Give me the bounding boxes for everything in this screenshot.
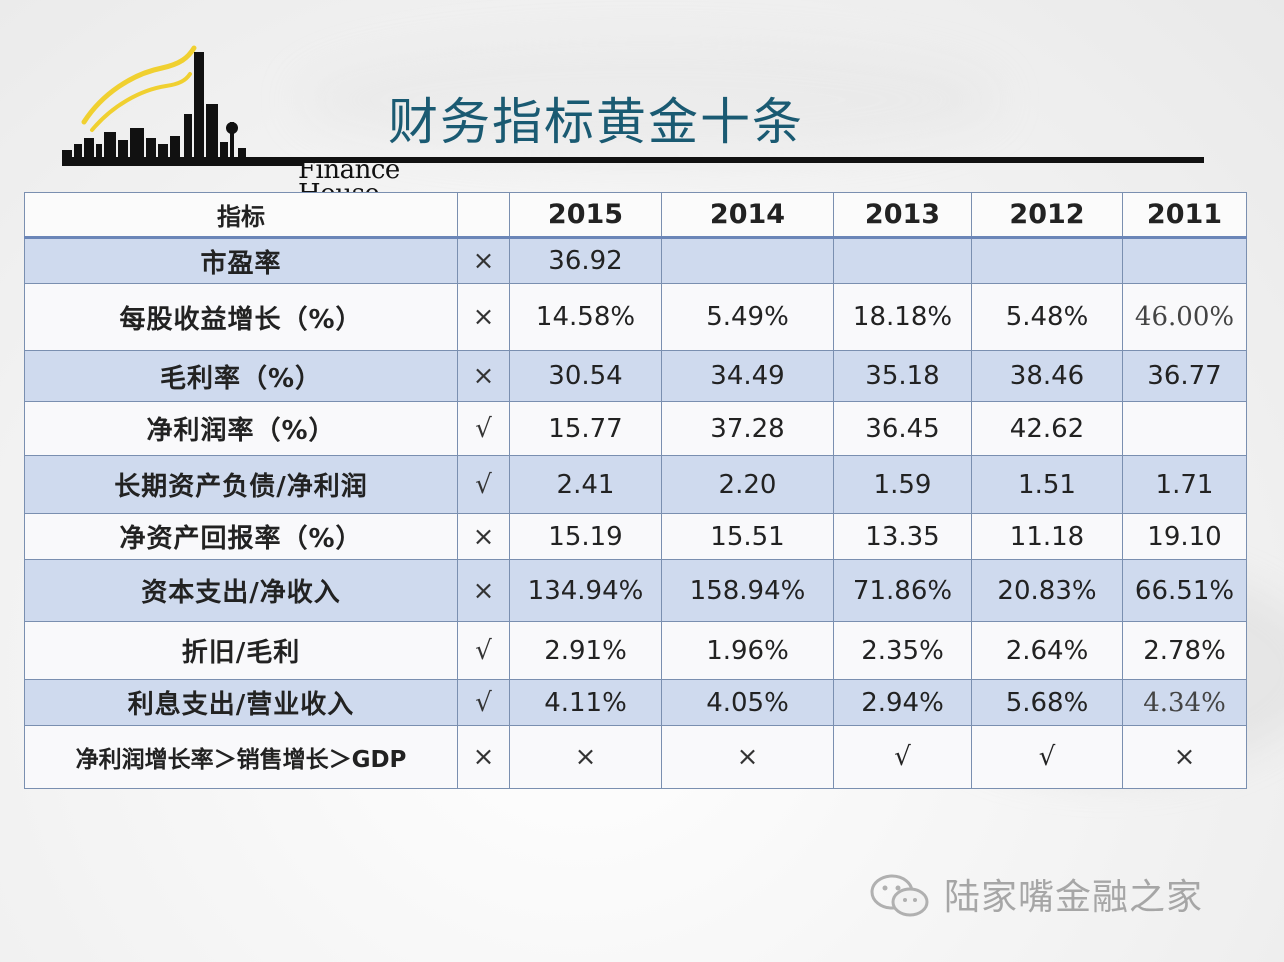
value-cell: ×: [661, 725, 834, 789]
value-cell: √: [971, 725, 1123, 789]
metric-label: 市盈率: [24, 237, 458, 284]
table-header-row: 指标 2015 2014 2013 2012 2011: [24, 192, 1247, 239]
value-cell: 4.34%: [1122, 679, 1247, 726]
value-cell: 15.77: [509, 401, 662, 456]
value-cell: 2.20: [661, 455, 834, 514]
value-cell: ×: [509, 725, 662, 789]
value-cell: [971, 237, 1123, 284]
value-cell: 20.83%: [971, 559, 1123, 622]
value-cell: 1.51: [971, 455, 1123, 514]
value-cell: 5.68%: [971, 679, 1123, 726]
value-cell: 2.78%: [1122, 621, 1247, 680]
metric-label: 每股收益增长（%）: [24, 283, 458, 351]
metric-label: 折旧/毛利: [24, 621, 458, 680]
value-cell: 36.92: [509, 237, 662, 284]
value-cell: 5.48%: [971, 283, 1123, 351]
table-row: 净资产回报率（%） × 15.19 15.51 13.35 11.18 19.1…: [24, 513, 1247, 560]
pass-mark: ×: [457, 283, 510, 351]
pass-mark: √: [457, 621, 510, 680]
value-cell: ×: [1122, 725, 1247, 789]
value-cell: 11.18: [971, 513, 1123, 560]
header-cell: 2015: [509, 192, 662, 239]
value-cell: 38.46: [971, 350, 1123, 402]
header-cell: 指标: [24, 192, 458, 239]
value-cell: 2.91%: [509, 621, 662, 680]
value-cell: [661, 237, 834, 284]
table-row: 每股收益增长（%） × 14.58% 5.49% 18.18% 5.48% 46…: [24, 283, 1247, 351]
value-cell: 36.77: [1122, 350, 1247, 402]
value-cell: 15.19: [509, 513, 662, 560]
value-cell: 13.35: [833, 513, 972, 560]
value-cell: 158.94%: [661, 559, 834, 622]
metric-label: 净资产回报率（%）: [24, 513, 458, 560]
value-cell: 71.86%: [833, 559, 972, 622]
metric-label: 利息支出/营业收入: [24, 679, 458, 726]
value-cell: 14.58%: [509, 283, 662, 351]
value-cell: 34.49: [661, 350, 834, 402]
value-cell: 66.51%: [1122, 559, 1247, 622]
table-row: 利息支出/营业收入 √ 4.11% 4.05% 2.94% 5.68% 4.34…: [24, 679, 1247, 726]
value-cell: [1122, 237, 1247, 284]
value-cell: 134.94%: [509, 559, 662, 622]
value-cell: 19.10: [1122, 513, 1247, 560]
value-cell: 2.35%: [833, 621, 972, 680]
value-cell: 1.59: [833, 455, 972, 514]
header-cell: [457, 192, 510, 239]
pass-mark: ×: [457, 559, 510, 622]
value-cell: 46.00%: [1122, 283, 1247, 351]
value-cell: 1.96%: [661, 621, 834, 680]
value-cell: 15.51: [661, 513, 834, 560]
skyline-logo-icon: [62, 45, 302, 166]
pass-mark: ×: [457, 350, 510, 402]
value-cell: 2.41: [509, 455, 662, 514]
metric-label: 资本支出/净收入: [24, 559, 458, 622]
table-row: 净利润率（%） √ 15.77 37.28 36.45 42.62: [24, 401, 1247, 456]
table-row: 毛利率（%） × 30.54 34.49 35.18 38.46 36.77: [24, 350, 1247, 402]
finance-house-logo: Finance House: [62, 44, 400, 207]
pass-mark: √: [457, 401, 510, 456]
pass-mark: ×: [457, 237, 510, 284]
header-cell: 2014: [661, 192, 834, 239]
value-cell: [1122, 401, 1247, 456]
metric-label: 净利润率（%）: [24, 401, 458, 456]
pass-mark: ×: [457, 513, 510, 560]
title-divider: [62, 157, 1204, 163]
pass-mark: √: [457, 679, 510, 726]
value-cell: 4.05%: [661, 679, 834, 726]
background-swoosh: [300, 40, 1000, 160]
metric-label: 长期资产负债/净利润: [24, 455, 458, 514]
pass-mark: √: [457, 455, 510, 514]
value-cell: 36.45: [833, 401, 972, 456]
header-cell: 2011: [1122, 192, 1247, 239]
value-cell: 1.71: [1122, 455, 1247, 514]
value-cell: 4.11%: [509, 679, 662, 726]
pass-mark: ×: [457, 725, 510, 789]
value-cell: 30.54: [509, 350, 662, 402]
value-cell: √: [833, 725, 972, 789]
value-cell: 2.64%: [971, 621, 1123, 680]
table-row: 净利润增长率＞销售增长＞GDP × × × √ √ ×: [24, 725, 1247, 789]
value-cell: 5.49%: [661, 283, 834, 351]
watermark-text: 陆家嘴金融之家: [944, 877, 1204, 918]
wechat-icon: [870, 874, 929, 917]
value-cell: 2.94%: [833, 679, 972, 726]
header-cell: 2013: [833, 192, 972, 239]
table-row: 长期资产负债/净利润 √ 2.41 2.20 1.59 1.51 1.71: [24, 455, 1247, 514]
page-title: 财务指标黄金十条: [388, 93, 804, 151]
header-cell: 2012: [971, 192, 1123, 239]
metric-label: 净利润增长率＞销售增长＞GDP: [24, 725, 458, 789]
value-cell: 35.18: [833, 350, 972, 402]
value-cell: [833, 237, 972, 284]
value-cell: 37.28: [661, 401, 834, 456]
table-row: 资本支出/净收入 × 134.94% 158.94% 71.86% 20.83%…: [24, 559, 1247, 622]
value-cell: 18.18%: [833, 283, 972, 351]
value-cell: 42.62: [971, 401, 1123, 456]
table-row: 折旧/毛利 √ 2.91% 1.96% 2.35% 2.64% 2.78%: [24, 621, 1247, 680]
metric-label: 毛利率（%）: [24, 350, 458, 402]
table-row: 市盈率 × 36.92: [24, 237, 1247, 284]
financial-indicators-table: 指标 2015 2014 2013 2012 2011 市盈率 × 36.92 …: [24, 192, 1247, 789]
